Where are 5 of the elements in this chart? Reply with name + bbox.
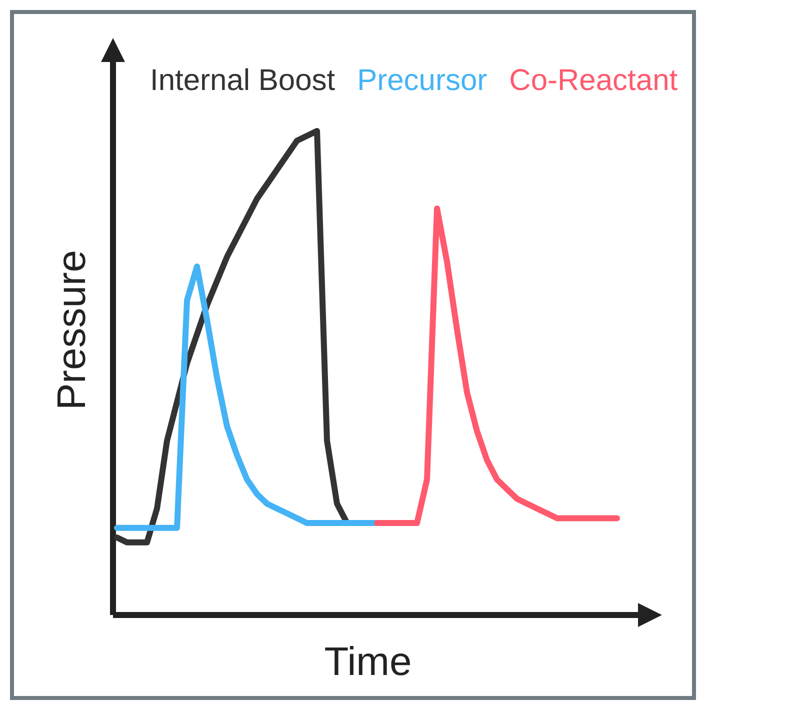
x-axis-title: Time [324,640,412,684]
y-axis-title: Pressure [50,250,94,410]
text: Co-Reactant [509,64,678,97]
series-label: Internal Boost [150,64,336,97]
text: Precursor [357,64,488,97]
